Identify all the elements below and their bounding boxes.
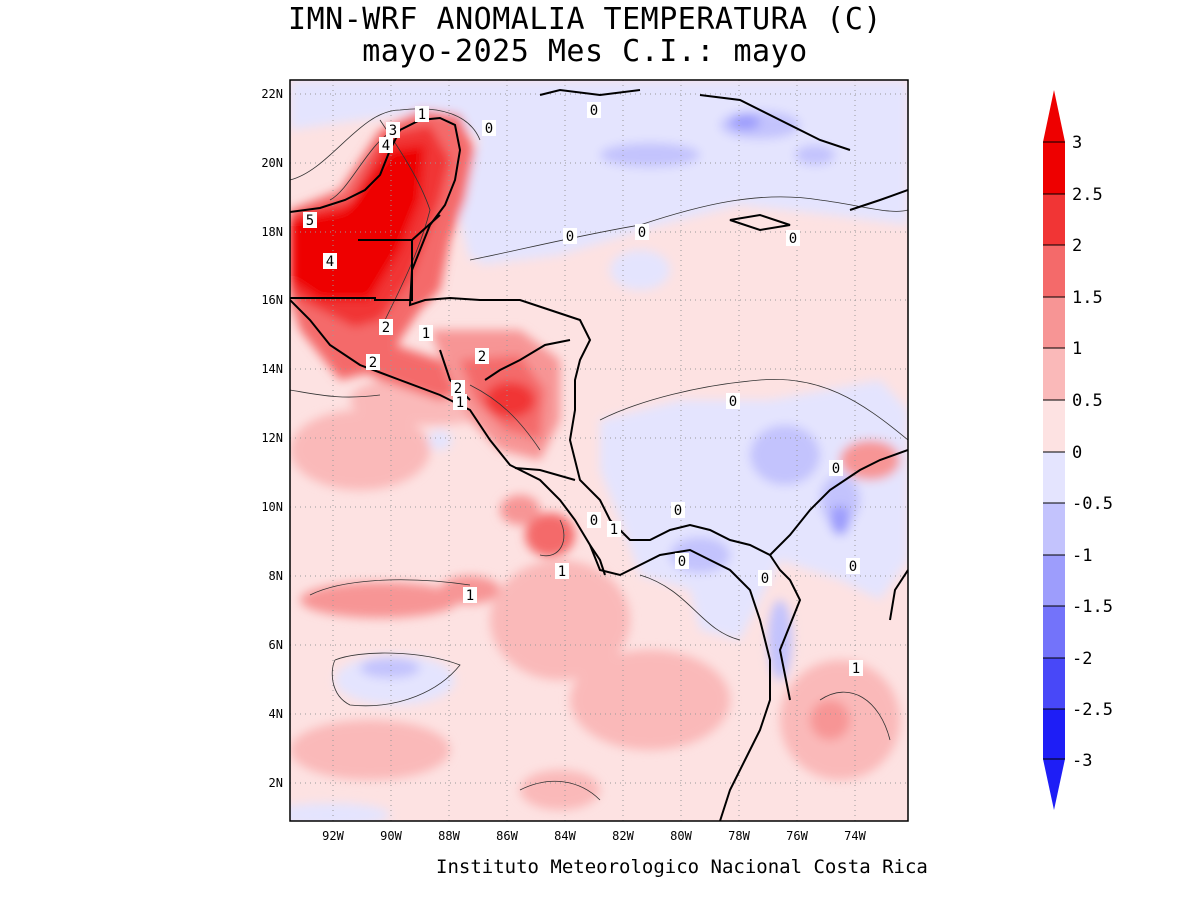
colorbar-swatch [1043,194,1065,245]
contour-label: 0 [849,559,857,575]
lon-label: 80W [670,829,692,843]
contour-label: 0 [832,461,840,477]
colorbar-label: 3 [1072,133,1082,153]
lon-label: 78W [728,829,750,843]
colorbar-label: -1.5 [1072,597,1113,617]
colorbar-label: 2 [1072,236,1082,256]
anomaly-field [290,80,908,821]
colorbar: 3 2.5 2 1.5 1 0.5 0 -0.5 -1 -1.5 -2 -2.5… [1043,90,1113,810]
colorbar-label: 2.5 [1072,185,1103,205]
colorbar-swatch [1043,142,1065,194]
colorbar-swatch [1043,297,1065,348]
contour-label: 0 [761,571,769,587]
colorbar-swatch [1043,709,1065,759]
lat-label: 2N [269,776,283,790]
contour-label: 0 [674,503,682,519]
lon-label: 88W [438,829,460,843]
contour-label: 4 [382,138,390,154]
contour-label: 1 [456,395,464,411]
lat-label: 10N [261,500,283,514]
contour-label: 1 [418,107,426,123]
contour-label: 0 [590,103,598,119]
contour-label: 1 [466,588,474,604]
colorbar-swatch [1043,606,1065,658]
lon-label: 74W [844,829,866,843]
latitude-axis: 22N 20N 18N 16N 14N 12N 10N 8N 6N 4N 2N [261,87,283,790]
map-title: IMN-WRF ANOMALIA TEMPERATURA (C) [288,2,882,37]
colorbar-label: 0.5 [1072,391,1103,411]
map-subtitle: mayo-2025 Mes C.I.: mayo [362,34,808,69]
colorbar-label: -3 [1072,751,1092,771]
colorbar-swatch [1043,400,1065,452]
contour-label: 4 [326,254,334,270]
colorbar-label: -2.5 [1072,700,1113,720]
lat-label: 20N [261,156,283,170]
contour-label: 0 [590,513,598,529]
contour-label: 0 [566,229,574,245]
lat-label: 6N [269,638,283,652]
colorbar-arrow-bottom [1043,759,1065,810]
colorbar-label: 1 [1072,339,1082,359]
colorbar-swatch [1043,245,1065,297]
lon-label: 82W [612,829,634,843]
contour-label: 0 [638,225,646,241]
lon-label: 86W [496,829,518,843]
lat-label: 18N [261,225,283,239]
colorbar-swatch [1043,348,1065,400]
lat-label: 14N [261,362,283,376]
lon-label: 90W [380,829,402,843]
colorbar-swatch [1043,452,1065,503]
contour-label: 0 [789,231,797,247]
contour-label: 1 [610,522,618,538]
contour-label: 5 [306,213,314,229]
colorbar-label: -1 [1072,546,1092,566]
contour-label: 2 [382,320,390,336]
contour-label: 3 [389,123,397,139]
contour-label: 2 [369,355,377,371]
lat-label: 8N [269,569,283,583]
colorbar-label: -2 [1072,649,1092,669]
colorbar-arrow-top [1043,90,1065,142]
contour-labels: 1 3 4 0 5 4 2 1 2 2 2 1 0 0 0 0 0 0 0 0 … [303,102,863,677]
lat-label: 4N [269,707,283,721]
contour-label: 1 [852,661,860,677]
lon-label: 84W [554,829,576,843]
map-frame [289,79,909,822]
lat-label: 16N [261,293,283,307]
colorbar-label: 1.5 [1072,288,1103,308]
contour-label: 0 [485,121,493,137]
colorbar-label: -0.5 [1072,494,1113,514]
contour-label: 1 [422,326,430,342]
contour-label: 1 [558,564,566,580]
colorbar-label: 0 [1072,443,1082,463]
lat-label: 22N [261,87,283,101]
lat-label: 12N [261,431,283,445]
contour-label: 2 [454,381,462,397]
colorbar-swatch [1043,658,1065,709]
contour-label: 2 [478,349,486,365]
colorbar-swatch [1043,503,1065,555]
contour-label: 0 [729,394,737,410]
longitude-axis: 92W 90W 88W 86W 84W 82W 80W 78W 76W 74W [322,829,866,843]
contour-label: 0 [678,554,686,570]
credit-text: Instituto Meteorologico Nacional Costa R… [436,856,928,878]
colorbar-swatch [1043,555,1065,606]
lon-label: 92W [322,829,344,843]
lon-label: 76W [786,829,808,843]
